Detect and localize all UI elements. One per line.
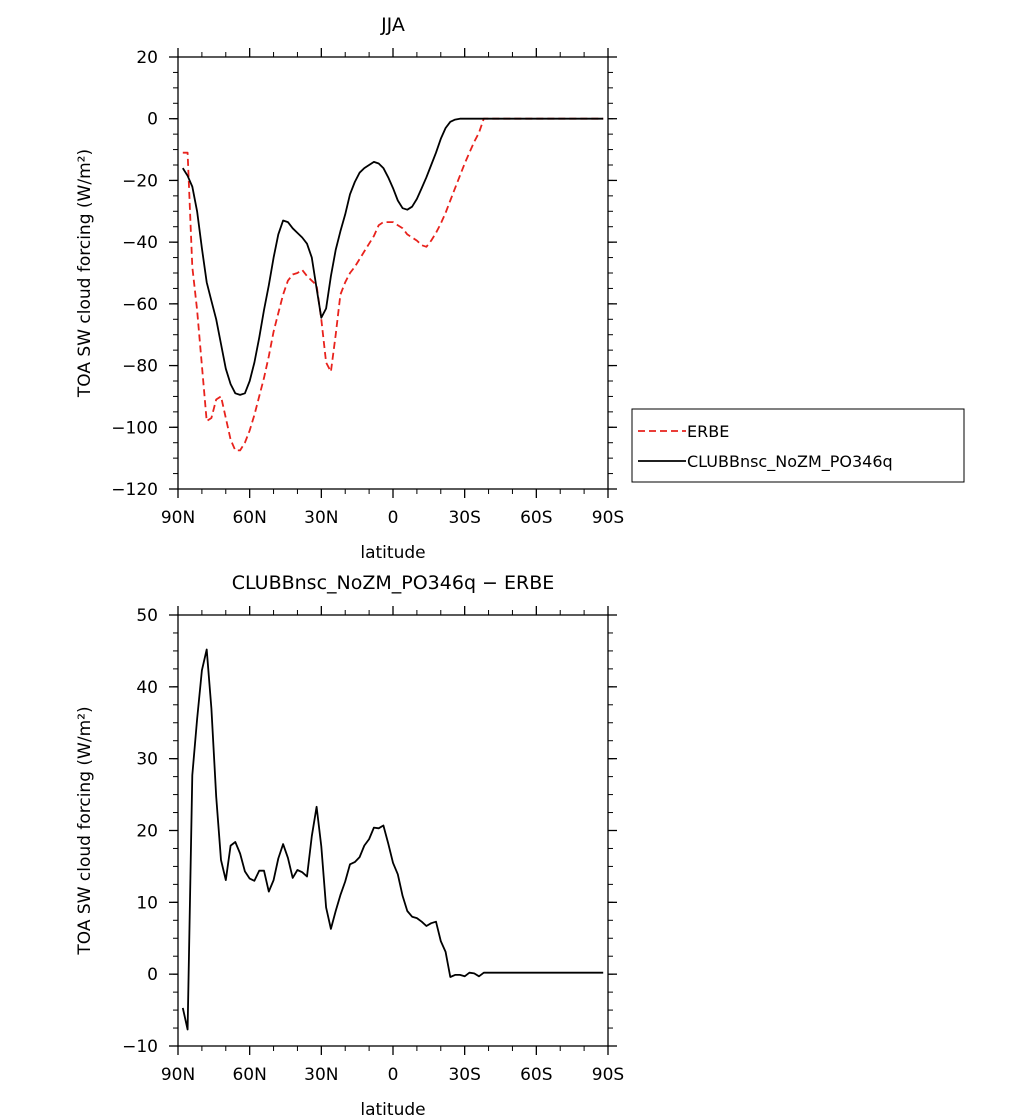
plot-frame (177, 56, 609, 490)
chart-panel-2: CLUBBnsc_NoZM_PO346q − ERBE 90N 60N 30N 0 30S… (75, 572, 624, 1120)
series-line-difference (181, 648, 604, 1031)
x-tick-label: 90S (592, 508, 624, 528)
series-line-clubbnsc_nozm_po346q (182, 117, 604, 396)
y-tick-label: −40 (122, 233, 158, 253)
x-tick-label: 60S (520, 1065, 552, 1085)
y-tick-label: −10 (122, 1037, 158, 1057)
legend: ERBE CLUBBnsc_NoZM_PO346q (631, 408, 965, 483)
x-tick-label: 90N (161, 508, 195, 528)
x-tick-label: 0 (388, 1065, 399, 1085)
series-line-erbe (182, 117, 604, 452)
plot-frame (177, 614, 609, 1047)
y-tick-label: 20 (136, 822, 158, 842)
y-tick-label: −120 (111, 480, 158, 500)
y-tick-label: −60 (122, 295, 158, 315)
y-tick-label: 40 (136, 678, 158, 698)
chart-title: JJA (380, 14, 405, 36)
legend-label: ERBE (687, 422, 729, 441)
legend-box (631, 408, 965, 483)
y-tick-label: 50 (136, 606, 158, 626)
x-tick-label: 30N (304, 1065, 338, 1085)
y-tick-label: 0 (147, 965, 158, 985)
x-axis-label: latitude (360, 1100, 425, 1120)
x-tick-label: 90N (161, 1065, 195, 1085)
y-tick-label: −100 (111, 418, 158, 438)
y-tick-label: 30 (136, 750, 158, 770)
x-tick-label: 0 (388, 508, 399, 528)
y-tick-label: 20 (136, 48, 158, 68)
x-tick-label: 30S (448, 508, 480, 528)
y-axis-label: TOA SW cloud forcing (W/m²) (75, 149, 95, 398)
chart-title: CLUBBnsc_NoZM_PO346q − ERBE (232, 572, 555, 594)
x-tick-label: 30N (304, 508, 338, 528)
y-tick-label: 10 (136, 893, 158, 913)
y-axis-label: TOA SW cloud forcing (W/m²) (75, 706, 95, 955)
x-tick-label: 60N (232, 1065, 266, 1085)
x-axis-label: latitude (360, 543, 425, 563)
x-tick-label: 60S (520, 508, 552, 528)
legend-label: CLUBBnsc_NoZM_PO346q (687, 452, 893, 472)
chart-panel-1: JJA 90N 60N 30N 0 30S 60S 90S −120 −100 −80 −60 −40 −… (75, 14, 965, 563)
x-tick-label: 30S (448, 1065, 480, 1085)
x-tick-label: 90S (592, 1065, 624, 1085)
y-tick-label: −20 (122, 171, 158, 191)
y-tick-label: −80 (122, 357, 158, 377)
y-tick-label: 0 (147, 110, 158, 130)
x-tick-label: 60N (232, 508, 266, 528)
